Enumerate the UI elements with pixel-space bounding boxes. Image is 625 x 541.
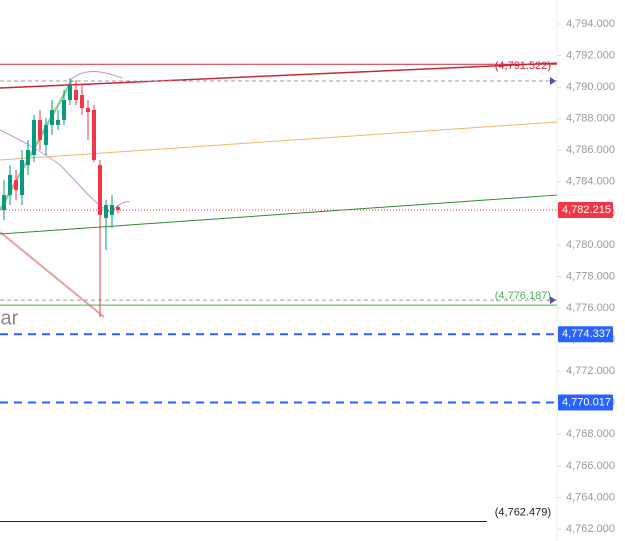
trend-line (0, 62, 558, 89)
price-box (558, 326, 613, 343)
candle-body (68, 85, 72, 101)
band-line (0, 129, 131, 213)
y-tick-label: 4,768.000 (566, 428, 615, 440)
y-tick-label: 4,794.000 (566, 18, 615, 30)
candle-body (26, 149, 30, 166)
candle-body (20, 160, 24, 196)
y-tick-label: 4,790.000 (566, 81, 615, 93)
candle-body (56, 119, 60, 125)
y-tick-label: 4,762.000 (566, 523, 615, 535)
price-box-label: 4,774.337 (562, 328, 611, 340)
trend-label: (4,791.522) (495, 60, 551, 72)
candle-body (50, 109, 54, 125)
candle-body (14, 180, 18, 191)
candle-body (110, 205, 114, 215)
candle-body (62, 100, 66, 120)
line-marker (550, 296, 556, 305)
y-tick-label: 4,792.000 (566, 49, 615, 61)
price-box (558, 394, 613, 411)
y-tick-label: 4,784.000 (566, 176, 615, 188)
candle-body (98, 165, 102, 215)
price-box (558, 201, 613, 218)
candle-body (44, 124, 48, 146)
candle-body (2, 195, 6, 211)
price-box-label: 4,782.215 (562, 204, 611, 216)
trend-line (0, 121, 558, 161)
y-tick-label: 4,780.000 (566, 239, 615, 251)
candle-body (32, 119, 36, 155)
y-tick-label: 4,764.000 (566, 491, 615, 503)
y-tick-label: 4,776.000 (566, 302, 615, 314)
line-marker (550, 76, 556, 85)
partial-label: lar (0, 307, 19, 329)
y-tick-label: 4,778.000 (566, 270, 615, 282)
y-tick-label: 4,788.000 (566, 113, 615, 125)
band-line (69, 71, 123, 81)
price-label: (4,776.187) (495, 290, 551, 302)
price-label: (4,762.479) (495, 506, 551, 518)
candle-body (38, 119, 42, 140)
price-box-label: 4,770.017 (562, 396, 611, 408)
trend-line (0, 194, 558, 235)
candle-body (74, 89, 78, 101)
candle-body (92, 109, 96, 161)
y-tick-label: 4,766.000 (566, 460, 615, 472)
drawing-segment (0, 231, 105, 318)
candle-body (86, 107, 90, 113)
y-tick-label: 4,772.000 (566, 365, 615, 377)
candle-body (8, 175, 12, 196)
candle-body (80, 95, 84, 108)
candle-body (104, 205, 108, 218)
y-tick-label: 4,786.000 (566, 144, 615, 156)
candle-body (116, 207, 120, 211)
